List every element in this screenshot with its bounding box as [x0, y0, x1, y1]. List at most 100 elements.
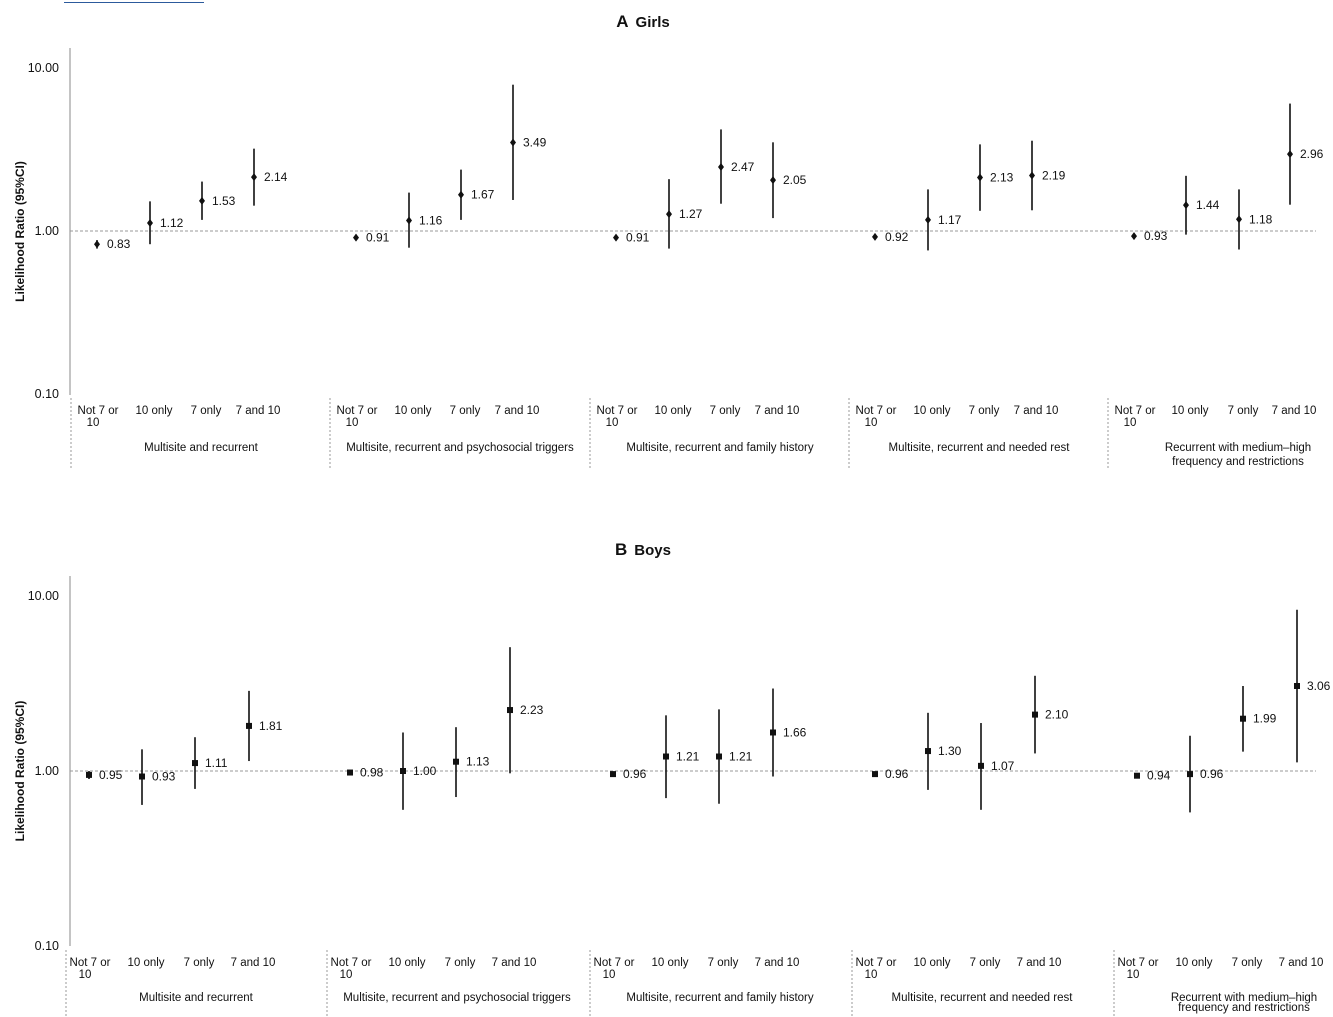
x-tick-label: 7 only [184, 957, 215, 969]
data-label: 0.91 [626, 231, 650, 245]
x-tick-label: Not 7 or [78, 405, 119, 417]
x-tick-label: 10 only [1175, 957, 1212, 969]
y-tick-label: 0.10 [35, 939, 59, 953]
point-marker [1240, 715, 1246, 722]
data-label: 1.17 [938, 213, 962, 227]
point-marker [663, 753, 669, 760]
x-tick-label: 10 only [913, 405, 950, 417]
data-label: 1.21 [676, 750, 700, 764]
point-marker [872, 232, 878, 241]
group-label: Recurrent with medium–high [1165, 442, 1311, 454]
x-tick-label: 7 only [445, 957, 476, 969]
point-marker [770, 729, 776, 736]
x-tick-label: 7 and 10 [1279, 957, 1324, 969]
panel-title: B Boys [615, 540, 671, 559]
point-marker [251, 173, 257, 182]
y-tick-label: 1.00 [35, 224, 59, 238]
data-label: 1.11 [205, 756, 228, 770]
x-tick-label: 7 only [970, 957, 1001, 969]
group-label: Multisite, recurrent and family history [626, 992, 814, 1004]
data-label: 2.23 [520, 703, 544, 717]
data-label: 1.07 [991, 759, 1015, 773]
panel-letter: A [616, 12, 628, 31]
x-tick-label: 7 and 10 [495, 405, 540, 417]
data-label: 2.05 [783, 173, 807, 187]
x-tick-label: 7 only [1232, 957, 1263, 969]
group-label: Multisite and recurrent [144, 442, 259, 454]
x-tick-label: 7 and 10 [1017, 957, 1062, 969]
data-label: 1.99 [1253, 712, 1277, 726]
x-tick-label-cont: 10 [340, 969, 353, 981]
x-tick-label: 7 only [450, 405, 481, 417]
y-axis-label: Likelihood Ratio (95%CI) [13, 701, 27, 842]
data-label: 2.13 [990, 170, 1014, 184]
data-label: 0.93 [152, 770, 176, 784]
x-tick-label: Not 7 or [1118, 957, 1159, 969]
data-label: 3.49 [523, 136, 547, 150]
data-label: 2.14 [264, 170, 288, 184]
x-tick-label: Not 7 or [331, 957, 372, 969]
point-marker [1029, 171, 1035, 180]
point-marker [610, 771, 616, 778]
data-label: 2.47 [731, 160, 755, 174]
x-tick-label: 7 and 10 [492, 957, 537, 969]
point-marker [1236, 215, 1242, 224]
data-label: 0.98 [360, 766, 384, 780]
data-label: 0.93 [1144, 229, 1168, 243]
y-tick-label: 0.10 [35, 387, 59, 401]
data-label: 0.95 [99, 768, 123, 782]
point-marker [94, 240, 100, 249]
data-label: 0.96 [623, 767, 647, 781]
point-marker [872, 771, 878, 778]
point-marker [666, 210, 672, 219]
data-label: 1.81 [259, 719, 283, 733]
x-tick-label: Not 7 or [1115, 405, 1156, 417]
data-label: 2.96 [1300, 147, 1324, 161]
data-label: 1.53 [212, 194, 236, 208]
point-marker [139, 773, 145, 780]
point-marker [1287, 150, 1293, 159]
point-marker [718, 162, 724, 171]
x-tick-label: 10 only [1171, 405, 1208, 417]
x-tick-label: 10 only [135, 405, 172, 417]
group-label: Multisite, recurrent and needed rest [889, 442, 1071, 454]
point-marker [770, 176, 776, 185]
panel-title-text: Boys [634, 542, 671, 559]
point-marker [406, 216, 412, 225]
point-marker [925, 748, 931, 755]
x-tick-label: 7 only [710, 405, 741, 417]
point-marker [507, 707, 513, 714]
x-tick-label: 10 only [394, 405, 431, 417]
data-label: 1.13 [466, 755, 490, 769]
x-tick-label: 7 only [708, 957, 739, 969]
x-tick-label-cont: 10 [1124, 417, 1137, 429]
group-label-cont: frequency and restrictions [1172, 456, 1304, 468]
x-tick-label: Not 7 or [856, 957, 897, 969]
x-tick-label: 7 only [191, 405, 222, 417]
x-tick-label: 10 only [654, 405, 691, 417]
x-tick-label: 7 and 10 [755, 957, 800, 969]
point-marker [1131, 232, 1137, 241]
x-tick-label: 7 and 10 [1272, 405, 1317, 417]
data-label: 0.96 [1200, 767, 1224, 781]
data-label: 2.10 [1045, 708, 1069, 722]
data-label: 0.94 [1147, 769, 1171, 783]
point-marker [246, 722, 252, 729]
data-label: 0.83 [107, 237, 131, 251]
x-tick-label-cont: 10 [346, 417, 359, 429]
x-tick-label: 7 and 10 [755, 405, 800, 417]
x-tick-label: 10 only [127, 957, 164, 969]
x-tick-label-cont: 10 [87, 417, 100, 429]
data-label: 0.96 [885, 767, 909, 781]
group-label: Multisite, recurrent and family history [626, 442, 814, 454]
data-label: 1.27 [679, 207, 703, 221]
chart-panel-b: B Boys 0.10 1.00 10.00 Likelihood Ratio (95%C… [13, 540, 1331, 1017]
x-tick-label: Not 7 or [856, 405, 897, 417]
x-tick-label-cont: 10 [865, 969, 878, 981]
group-label: Multisite, recurrent and psychosocial tr… [343, 992, 571, 1004]
group-label: Multisite, recurrent and psychosocial tr… [346, 442, 574, 454]
panel-letter: B [615, 540, 627, 559]
group-label: Multisite and recurrent [139, 992, 254, 1004]
point-marker [192, 760, 198, 767]
